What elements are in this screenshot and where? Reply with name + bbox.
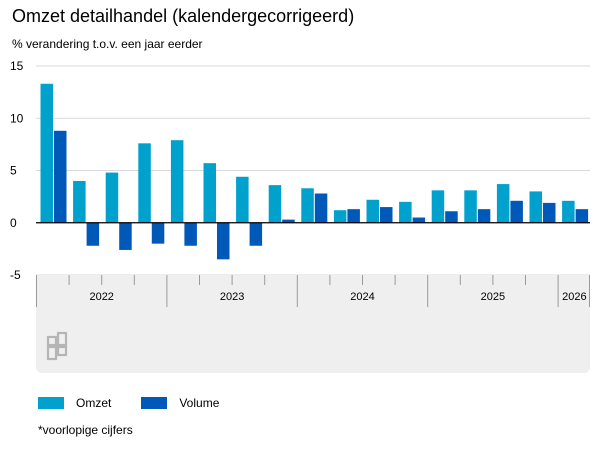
bar-volume <box>445 211 458 223</box>
bar-volume <box>412 217 426 223</box>
x-year-label: 2023 <box>220 291 244 303</box>
legend-item-volume: Volume <box>141 396 219 410</box>
legend-item-omzet: Omzet <box>38 396 111 410</box>
bar-volume <box>217 222 230 260</box>
x-axis-band-lower <box>36 305 590 373</box>
bar-volume <box>184 222 197 246</box>
y-tick-label: -5 <box>10 268 21 282</box>
bar-volume <box>543 202 556 223</box>
bar-volume <box>282 219 295 223</box>
bar-omzet <box>529 191 542 223</box>
y-tick-label: 0 <box>10 216 17 230</box>
legend-swatch-omzet <box>38 397 64 409</box>
bar-omzet <box>203 163 216 223</box>
legend-label-volume: Volume <box>179 396 220 410</box>
footnote: *voorlopige cijfers <box>38 423 133 437</box>
bar-omzet <box>301 188 314 223</box>
bar-omzet <box>170 140 184 223</box>
chart-subtitle: % verandering t.o.v. een jaar eerder <box>12 37 203 51</box>
bar-volume <box>575 209 589 223</box>
bar-volume <box>86 222 100 246</box>
y-tick-label: 10 <box>10 111 24 125</box>
legend-swatch-volume <box>141 397 168 409</box>
bar-omzet <box>268 185 282 223</box>
bar-omzet <box>105 172 119 223</box>
bar-volume <box>54 130 67 223</box>
chart-plot: -5 0 5 10 15 2022 2023 2024 2025 2026 <box>10 59 590 373</box>
bar-omzet <box>431 190 445 223</box>
bar-volume <box>249 222 263 246</box>
bar-omzet <box>366 199 379 223</box>
bar-volume <box>347 209 360 223</box>
x-year-label: 2026 <box>562 291 586 303</box>
bar-volume <box>380 207 393 223</box>
bar-omzet <box>496 184 510 223</box>
legend-label-omzet: Omzet <box>76 396 112 410</box>
bar-omzet <box>236 176 249 223</box>
x-year-label: 2022 <box>89 291 113 303</box>
chart-title: Omzet detailhandel (kalendergecorrigeerd… <box>12 6 355 26</box>
x-year-label: 2024 <box>350 291 374 303</box>
bar-omzet <box>40 83 53 223</box>
bar-volume <box>314 193 328 223</box>
bar-omzet <box>464 190 477 223</box>
legend: Omzet Volume <box>38 396 219 410</box>
bar-volume <box>151 222 165 244</box>
bar-volume <box>477 209 491 223</box>
bar-omzet <box>73 180 86 223</box>
y-tick-label: 15 <box>10 59 24 73</box>
bar-volume <box>119 222 132 250</box>
bar-omzet <box>399 201 412 223</box>
bar-volume <box>510 200 523 223</box>
x-year-label: 2025 <box>481 291 505 303</box>
cbs-logo <box>46 331 68 361</box>
y-tick-label: 5 <box>10 164 17 178</box>
bar-omzet <box>333 210 347 223</box>
bar-omzet <box>138 143 151 223</box>
bar-omzet <box>562 200 575 223</box>
